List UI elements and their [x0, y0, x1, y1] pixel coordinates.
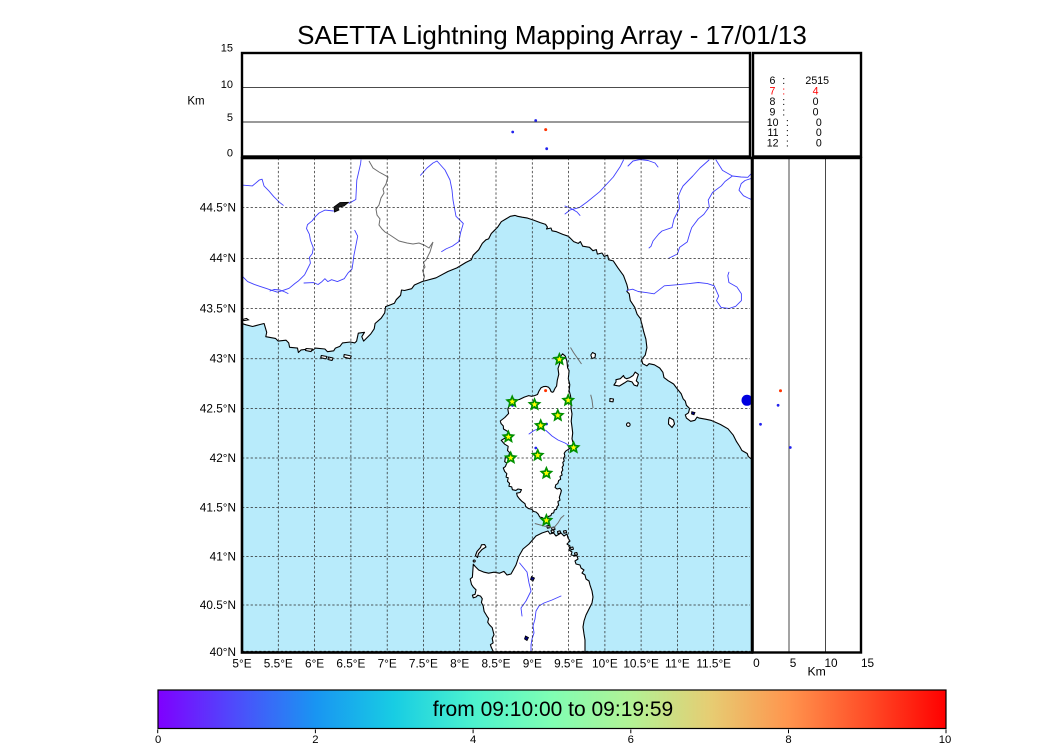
svg-text:44°N: 44°N — [210, 251, 236, 265]
svg-text:6: 6 — [628, 734, 634, 746]
svg-text::: : — [782, 106, 785, 118]
svg-text:0: 0 — [816, 117, 822, 129]
svg-text::: : — [786, 127, 789, 139]
svg-text:6°E: 6°E — [305, 656, 324, 670]
svg-text:5: 5 — [790, 656, 797, 670]
svg-text:7°E: 7°E — [378, 656, 397, 670]
svg-text:0: 0 — [753, 656, 760, 670]
svg-text:9: 9 — [769, 106, 775, 118]
svg-text:11°E: 11°E — [665, 656, 690, 670]
svg-text:12: 12 — [767, 137, 779, 149]
svg-text:SAETTA Lightning Mapping Array: SAETTA Lightning Mapping Array - 17/01/1… — [297, 20, 807, 50]
svg-text:0: 0 — [813, 106, 819, 118]
svg-text:2: 2 — [312, 734, 318, 746]
svg-text:4: 4 — [813, 85, 819, 97]
svg-text::: : — [782, 75, 785, 87]
svg-text:41.5°N: 41.5°N — [200, 500, 236, 514]
svg-text:from 09:10:00 to 09:19:59: from 09:10:00 to 09:19:59 — [433, 698, 674, 721]
svg-text:Km: Km — [807, 665, 825, 679]
svg-text:0: 0 — [155, 734, 161, 746]
svg-text:8: 8 — [785, 734, 791, 746]
svg-text:10: 10 — [767, 117, 779, 129]
svg-text:6.5°E: 6.5°E — [336, 656, 365, 670]
svg-text:8: 8 — [769, 96, 775, 108]
svg-text:11: 11 — [768, 127, 779, 139]
svg-text:40°N: 40°N — [210, 645, 236, 659]
svg-text:42.5°N: 42.5°N — [200, 401, 236, 415]
svg-text:9°E: 9°E — [523, 656, 542, 670]
svg-text:5°E: 5°E — [232, 656, 251, 670]
svg-text:7.5°E: 7.5°E — [409, 656, 438, 670]
svg-text::: : — [782, 96, 785, 108]
svg-text::: : — [782, 85, 785, 97]
svg-text:9.5°E: 9.5°E — [554, 656, 583, 670]
svg-text:43.5°N: 43.5°N — [200, 301, 236, 315]
svg-text:4: 4 — [470, 734, 476, 746]
svg-text:41°N: 41°N — [210, 549, 236, 563]
svg-text:44.5°N: 44.5°N — [200, 200, 236, 214]
svg-text:42°N: 42°N — [210, 451, 236, 465]
svg-text:0: 0 — [813, 96, 819, 108]
svg-text:40.5°N: 40.5°N — [200, 598, 236, 612]
svg-text:10: 10 — [824, 656, 838, 670]
svg-text:11.5°E: 11.5°E — [696, 656, 731, 670]
svg-text::: : — [786, 117, 789, 129]
svg-text:10: 10 — [221, 79, 233, 91]
svg-text:43°N: 43°N — [210, 352, 236, 366]
svg-text:10°E: 10°E — [592, 656, 618, 670]
svg-text:10.5°E: 10.5°E — [623, 656, 659, 670]
svg-text:7: 7 — [769, 85, 775, 97]
svg-text:0: 0 — [816, 127, 822, 139]
svg-text:0: 0 — [816, 137, 822, 149]
svg-text:5.5°E: 5.5°E — [264, 656, 293, 670]
svg-text:8°E: 8°E — [450, 656, 469, 670]
svg-text:10: 10 — [939, 734, 952, 746]
svg-text:6: 6 — [769, 75, 775, 87]
svg-text:15: 15 — [221, 43, 233, 55]
svg-text:8.5°E: 8.5°E — [482, 656, 511, 670]
svg-text:0: 0 — [227, 148, 233, 160]
svg-text::: : — [786, 137, 789, 149]
svg-text:5: 5 — [227, 112, 233, 124]
svg-text:2515: 2515 — [805, 75, 829, 87]
svg-text:15: 15 — [861, 656, 875, 670]
svg-text:Km: Km — [187, 96, 204, 108]
